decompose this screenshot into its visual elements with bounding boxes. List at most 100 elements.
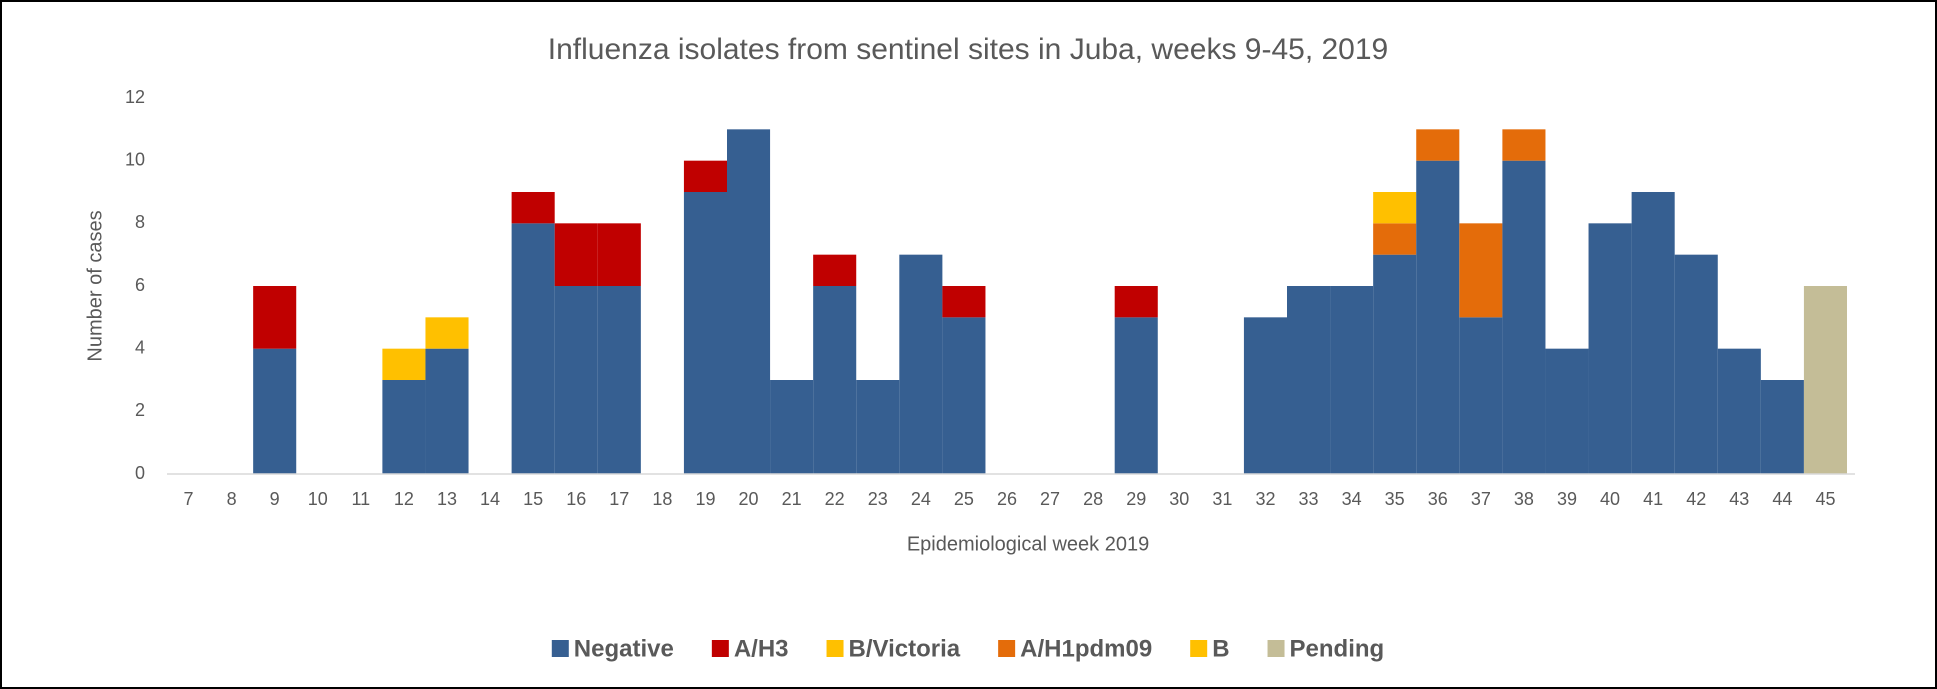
bar-segment bbox=[1243, 317, 1287, 474]
x-tick-label: 41 bbox=[1643, 489, 1663, 509]
bar-segment bbox=[597, 223, 641, 286]
x-tick-label: 39 bbox=[1557, 489, 1577, 509]
x-tick-label: 32 bbox=[1255, 489, 1275, 509]
x-tick-label: 14 bbox=[480, 489, 500, 509]
bar-segment bbox=[1588, 223, 1632, 474]
bar-segment bbox=[1114, 286, 1158, 318]
bar-segment bbox=[1545, 348, 1589, 474]
x-tick-label: 9 bbox=[270, 489, 280, 509]
bar-segment bbox=[597, 286, 641, 474]
x-tick-label: 11 bbox=[352, 489, 371, 509]
x-tick-label: 23 bbox=[868, 489, 888, 509]
bar-segment bbox=[683, 192, 727, 474]
legend-swatch bbox=[1190, 640, 1208, 657]
x-tick-label: 17 bbox=[609, 489, 629, 509]
bar-segment bbox=[1717, 348, 1761, 474]
bar-segment bbox=[382, 380, 426, 474]
y-tick-label: 10 bbox=[125, 149, 145, 169]
legend-label: A/H3 bbox=[734, 635, 789, 662]
bar-segment bbox=[942, 317, 986, 474]
bar-segment bbox=[425, 317, 469, 349]
y-tick-label: 12 bbox=[125, 87, 145, 107]
x-tick-label: 37 bbox=[1471, 489, 1491, 509]
y-tick-label: 8 bbox=[135, 212, 145, 232]
x-tick-label: 45 bbox=[1815, 489, 1835, 509]
legend-swatch bbox=[551, 640, 569, 657]
x-tick-label: 10 bbox=[308, 489, 328, 509]
legend-label: B/Victoria bbox=[849, 635, 961, 662]
x-tick-label: 40 bbox=[1600, 489, 1620, 509]
legend-swatch bbox=[826, 640, 844, 657]
x-tick-label: 27 bbox=[1040, 489, 1060, 509]
bar-segment bbox=[1416, 160, 1460, 474]
bar-segment bbox=[1459, 317, 1503, 474]
y-axis-title: Number of cases bbox=[84, 210, 106, 361]
bar-segment bbox=[813, 286, 857, 474]
bar-segment bbox=[511, 223, 555, 474]
bar-segment bbox=[770, 380, 814, 474]
legend-label: Pending bbox=[1290, 635, 1385, 662]
bar-segment bbox=[1330, 286, 1374, 474]
legend-label: A/H1pdm09 bbox=[1020, 635, 1152, 662]
bar-segment bbox=[899, 254, 943, 474]
x-axis-title: Epidemiological week 2019 bbox=[907, 533, 1149, 555]
y-tick-label: 4 bbox=[135, 337, 145, 357]
bar-segment bbox=[1502, 129, 1546, 161]
x-tick-label: 35 bbox=[1385, 489, 1405, 509]
bar-segment bbox=[942, 286, 986, 318]
bar-segment bbox=[1373, 192, 1417, 224]
legend-label: Negative bbox=[574, 635, 674, 662]
bar-segment bbox=[856, 380, 900, 474]
x-tick-label: 36 bbox=[1428, 489, 1448, 509]
bar-segment bbox=[813, 254, 857, 286]
bar-segment bbox=[511, 192, 555, 224]
bar-segment bbox=[382, 348, 426, 380]
x-tick-label: 20 bbox=[739, 489, 759, 509]
x-tick-label: 33 bbox=[1299, 489, 1319, 509]
x-tick-label: 42 bbox=[1686, 489, 1706, 509]
y-tick-label: 2 bbox=[135, 400, 145, 420]
x-tick-label: 15 bbox=[523, 489, 543, 509]
chart-title: Influenza isolates from sentinel sites i… bbox=[548, 33, 1388, 66]
x-tick-label: 26 bbox=[997, 489, 1017, 509]
bar-segment bbox=[1373, 254, 1417, 474]
x-tick-label: 30 bbox=[1169, 489, 1189, 509]
bar-segment bbox=[1416, 129, 1460, 161]
bar-segment bbox=[1114, 317, 1158, 474]
bar-segment bbox=[1631, 192, 1675, 474]
bar-segment bbox=[727, 129, 771, 475]
bar-segment bbox=[1803, 286, 1847, 474]
bar-segment bbox=[1674, 254, 1718, 474]
bar-segment bbox=[253, 286, 297, 349]
bar-segment bbox=[1373, 223, 1417, 255]
bar-segment bbox=[253, 348, 297, 474]
x-tick-label: 19 bbox=[695, 489, 715, 509]
bar-segment bbox=[554, 223, 598, 286]
legend-swatch bbox=[1267, 640, 1285, 657]
x-tick-label: 13 bbox=[437, 489, 457, 509]
x-tick-label: 38 bbox=[1514, 489, 1534, 509]
legend-swatch bbox=[998, 640, 1016, 657]
bar-segment bbox=[425, 348, 469, 474]
x-tick-label: 22 bbox=[825, 489, 845, 509]
bar-segment bbox=[1502, 160, 1546, 474]
x-tick-label: 29 bbox=[1126, 489, 1146, 509]
legend-label: B bbox=[1212, 635, 1229, 662]
y-tick-label: 6 bbox=[135, 275, 145, 295]
x-tick-label: 7 bbox=[184, 489, 194, 509]
x-tick-label: 18 bbox=[652, 489, 672, 509]
bar-segment bbox=[1287, 286, 1331, 474]
bar-segment bbox=[1459, 223, 1503, 318]
bar-segment bbox=[554, 286, 598, 474]
x-tick-label: 16 bbox=[566, 489, 586, 509]
y-tick-label: 0 bbox=[135, 463, 145, 483]
x-tick-label: 24 bbox=[911, 489, 931, 509]
x-tick-label: 25 bbox=[954, 489, 974, 509]
x-tick-label: 12 bbox=[394, 489, 414, 509]
bar-segment bbox=[1760, 380, 1804, 474]
x-tick-label: 8 bbox=[227, 489, 237, 509]
x-tick-label: 43 bbox=[1729, 489, 1749, 509]
x-tick-label: 31 bbox=[1212, 489, 1232, 509]
x-tick-label: 44 bbox=[1772, 489, 1792, 509]
